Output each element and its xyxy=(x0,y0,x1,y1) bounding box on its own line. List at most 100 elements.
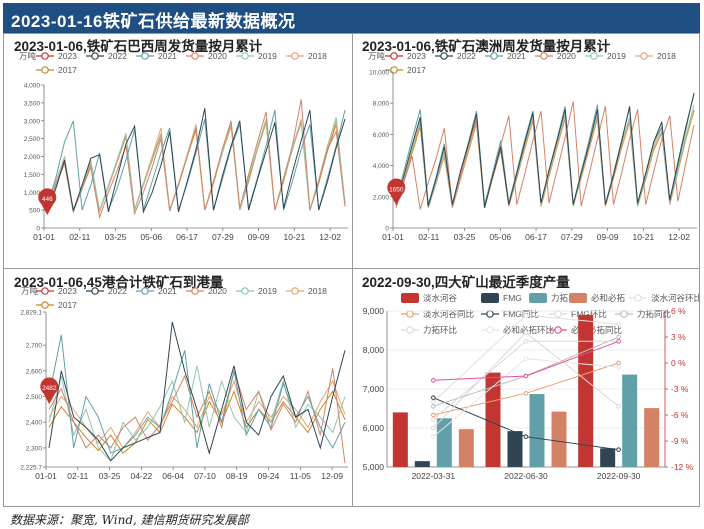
marker-pin xyxy=(40,377,59,405)
legend-label: FMG环比 xyxy=(571,309,607,319)
bar-必和必拓 xyxy=(458,429,474,467)
ratio-point xyxy=(616,339,621,344)
x-tick-label: 03-25 xyxy=(454,232,476,242)
latest-value-marker: 2482 xyxy=(40,377,59,405)
legend-marker xyxy=(41,52,49,60)
legend-label: 2020 xyxy=(557,52,576,61)
x-tick-label: 07-29 xyxy=(561,232,583,242)
chart-title-miners: 2022-09-30,四大矿山最近季度产量 xyxy=(362,275,570,290)
legend-label: 2021 xyxy=(158,52,177,61)
bar-力拓 xyxy=(436,418,452,467)
unit-label: 万吨 xyxy=(368,52,386,61)
legend-item: 必和必拓 xyxy=(569,293,626,303)
latest-value-marker: 446 xyxy=(38,188,57,216)
marker-pin xyxy=(387,178,406,206)
series-line-2018 xyxy=(48,379,346,449)
legend-label: 2019 xyxy=(607,52,626,61)
y-tick-label: 6,000 xyxy=(363,423,385,433)
y-tick-label: 4,000 xyxy=(24,83,41,90)
legend-label: 必和必拓 xyxy=(591,293,626,303)
horizontal-divider xyxy=(3,268,700,269)
legend-marker xyxy=(291,287,299,295)
x-tick-label: 04-22 xyxy=(130,471,152,481)
x-tick-label: 2022-06-30 xyxy=(504,471,548,481)
x-tick-label: 09-09 xyxy=(248,232,270,242)
y2-tick-label: -12 % xyxy=(671,462,694,472)
legend-marker xyxy=(486,310,494,318)
legend-item: 淡水河谷同比 xyxy=(401,309,474,319)
ratio-point xyxy=(431,395,436,400)
y-tick-label: 0 xyxy=(36,226,40,233)
y-tick-label: 3,000 xyxy=(24,118,41,125)
bar-淡水河谷 xyxy=(392,412,408,467)
legend-marker xyxy=(241,52,249,60)
legend-swatch xyxy=(529,293,547,303)
legend-label: 力拓同比 xyxy=(637,309,671,319)
x-tick-label: 05-06 xyxy=(140,232,162,242)
y2-tick-label: 6 % xyxy=(671,306,686,316)
legend-label: 2017 xyxy=(58,300,77,310)
y-tick-label: 2,700 xyxy=(26,343,43,350)
legend-label: 2022 xyxy=(457,52,476,61)
ratio-point xyxy=(616,365,621,370)
legend-item: 2023 xyxy=(385,52,426,61)
y-tick-label: 3,500 xyxy=(24,100,41,107)
legend-item: 2020 xyxy=(186,287,227,296)
y-tick-label: 2,829.1 xyxy=(20,310,42,317)
series-line-2020 xyxy=(48,368,346,464)
legend-label: 淡水河谷环比 xyxy=(651,293,699,303)
x-tick-label: 06-04 xyxy=(162,471,184,481)
series-line-2019 xyxy=(395,104,695,208)
legend-label: 2023 xyxy=(58,52,77,61)
bar-力拓 xyxy=(529,394,545,467)
bar-FMG xyxy=(600,448,616,467)
y-tick-label: 1,500 xyxy=(24,172,41,179)
x-tick-label: 08-19 xyxy=(226,471,248,481)
x-tick-label: 11-05 xyxy=(290,471,311,481)
legend-marker xyxy=(620,310,628,318)
legend-label: 2017 xyxy=(407,65,426,75)
legend-item: 2019 xyxy=(236,287,277,296)
ratio-point xyxy=(616,404,621,409)
legend-label: 2019 xyxy=(258,52,277,61)
x-tick-label: 06-17 xyxy=(176,232,198,242)
ratio-point xyxy=(616,334,621,340)
ratio-point xyxy=(431,425,436,431)
legend-item: 2021 xyxy=(136,52,177,61)
legend-item: 2017 xyxy=(36,300,77,310)
ratio-point xyxy=(616,360,621,366)
ratio-point xyxy=(523,339,529,344)
header-banner: 2023-01-16铁矿石供给最新数据概况 xyxy=(3,3,700,33)
y-tick-label: 2,000 xyxy=(24,154,41,161)
y2-tick-label: -6 % xyxy=(671,410,689,420)
legend-label: 2020 xyxy=(208,52,227,61)
chart-australia: 万吨 2023 2022 2021 2020 2019 2018 2017 0 2,000 4,00… xyxy=(368,52,697,242)
y-tick-label: 2,600 xyxy=(26,368,43,375)
legend-swatch xyxy=(569,293,587,303)
legend-item: 2023 xyxy=(36,52,77,61)
y-tick-label: 0 xyxy=(385,226,389,233)
y-tick-label: 1,000 xyxy=(24,190,41,197)
legend-label: 2018 xyxy=(308,52,327,61)
legend-marker xyxy=(41,66,49,74)
legend-label: FMG同比 xyxy=(503,309,539,319)
y2-tick-label: -9 % xyxy=(671,436,689,446)
ratio-point xyxy=(523,330,529,335)
x-tick-label: 06-17 xyxy=(525,232,547,242)
chart-title-australia: 2023-01-06,铁矿石澳洲周发货量按月累计 xyxy=(362,39,611,54)
legend-item: 2019 xyxy=(585,52,626,61)
x-tick-label: 09-09 xyxy=(597,232,619,242)
series-line-2017 xyxy=(48,389,346,454)
ratio-point xyxy=(431,417,436,422)
x-tick-label: 10-21 xyxy=(632,232,654,242)
legend-marker xyxy=(390,66,398,74)
x-tick-label: 07-29 xyxy=(212,232,234,242)
data-source-note: 数据来源：聚宽, Wind, 建信期货研究发展部 xyxy=(10,513,249,527)
y2-tick-label: 0 % xyxy=(671,358,686,368)
bar-必和必拓 xyxy=(551,411,567,467)
legend-item: 2020 xyxy=(186,52,227,61)
series-line-2022 xyxy=(48,321,346,462)
x-tick-label: 02-11 xyxy=(69,232,90,242)
unit-label: 万吨 xyxy=(21,287,39,296)
